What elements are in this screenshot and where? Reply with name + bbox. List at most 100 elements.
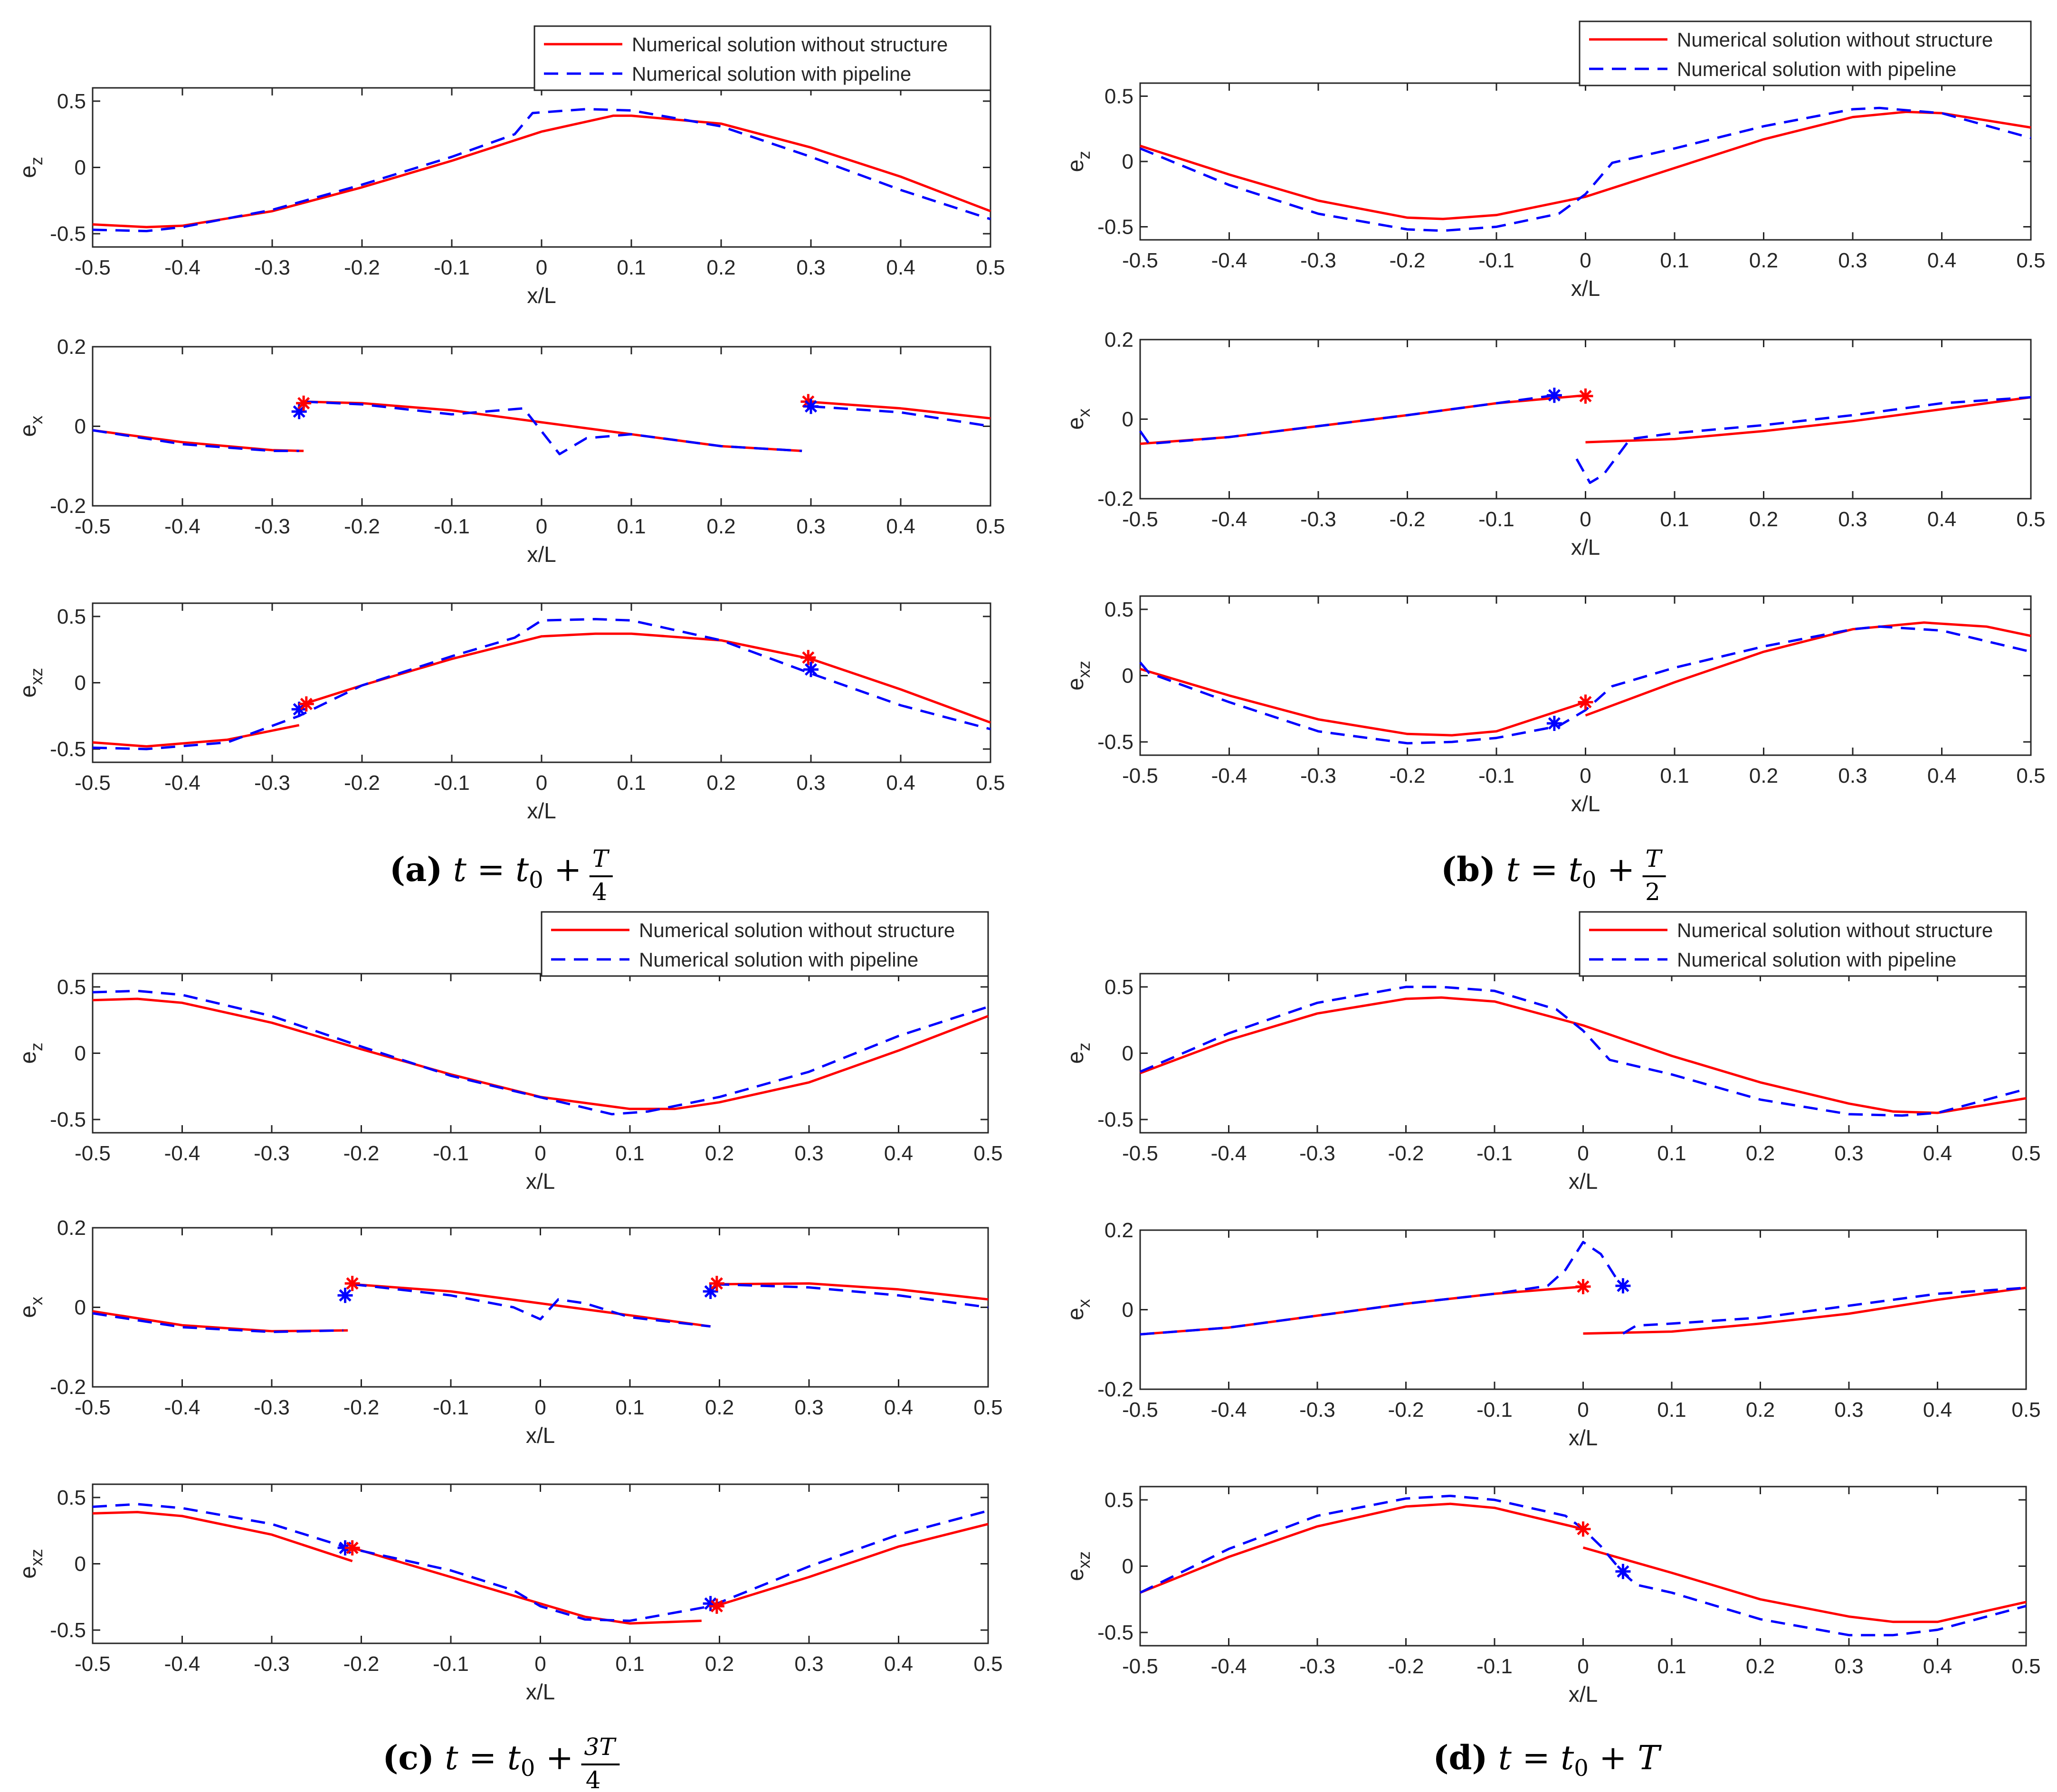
- legend-entry: Numerical solution with pipeline: [1677, 58, 1956, 80]
- legend: Numerical solution without structure Nume…: [1579, 20, 2032, 86]
- y-axis-label: ez: [16, 1043, 46, 1064]
- legend-entry: Numerical solution with pipeline: [1677, 948, 1956, 971]
- x-tick-label: 0.4: [1927, 249, 1956, 272]
- x-tick-label: 0.4: [884, 1142, 913, 1165]
- axes-box: [1139, 973, 2027, 1134]
- series-line-with-pipeline: [92, 108, 991, 232]
- asterisk-marker: [344, 1276, 360, 1291]
- caption-numerator: 3T: [584, 1733, 617, 1761]
- caption-subscript: 0: [1582, 867, 1597, 893]
- x-tick-label: 0.3: [1838, 764, 1867, 787]
- y-axis-label: ez: [16, 157, 46, 178]
- x-tick-label: 0.2: [705, 1142, 734, 1165]
- y-axis-label-main: e: [1063, 417, 1088, 430]
- caption-space: [434, 1738, 445, 1777]
- x-tick-label: 0.2: [1746, 1398, 1775, 1422]
- x-tick-label: 0: [1580, 508, 1591, 531]
- x-tick-label: -0.4: [1211, 249, 1248, 272]
- x-tick-label: -0.4: [1211, 1655, 1247, 1678]
- y-axis-label-main: e: [1063, 678, 1088, 691]
- x-tick-label: -0.5: [1122, 764, 1158, 787]
- y-tick-label: 0: [1122, 1555, 1133, 1578]
- series-line-with-pipeline: [92, 1503, 989, 1622]
- x-tick-label: -0.1: [433, 1652, 469, 1676]
- x-tick-label: -0.1: [433, 1396, 469, 1419]
- y-axis-label-sub: x: [1074, 1299, 1094, 1308]
- x-tick-label: 0: [536, 771, 547, 795]
- series-line-without-structure: [92, 1511, 353, 1563]
- caption-denominator: 2: [1645, 878, 1660, 906]
- series-line-with-pipeline: [92, 618, 991, 750]
- legend-box: [1579, 911, 2027, 977]
- x-tick-label: -0.5: [1122, 249, 1158, 272]
- asterisk-marker: [337, 1288, 353, 1303]
- x-tick-label: -0.3: [254, 256, 290, 279]
- x-tick-label: 0.1: [1657, 1398, 1686, 1422]
- x-tick-label: 0.3: [796, 515, 825, 538]
- x-tick-label: 0.2: [705, 1652, 734, 1676]
- caption-plus: +: [1589, 1738, 1638, 1777]
- legend: Numerical solution without structure Nume…: [533, 25, 991, 91]
- x-tick-label: -0.5: [75, 515, 111, 538]
- y-axis-label-main: e: [16, 1566, 41, 1579]
- y-tick-label: -0.2: [50, 494, 86, 518]
- x-tick-label: -0.5: [1122, 1142, 1158, 1165]
- x-tick-label: 0.1: [1660, 508, 1689, 531]
- series-line-without-structure: [1582, 1546, 2027, 1623]
- x-tick-label: -0.4: [164, 515, 200, 538]
- x-tick-label: 0.2: [1746, 1655, 1775, 1678]
- x-tick-label: 0.5: [2011, 1398, 2040, 1422]
- legend-entry: Numerical solution without structure: [639, 919, 955, 941]
- caption-var: t: [507, 1738, 521, 1777]
- x-tick-label: 0.3: [794, 1142, 823, 1165]
- subplot-d-exz: -0.5 -0.4 -0.3 -0.2 -0.1 0 0.1 0.2 0.3 0.4 0.5 -0.5…: [1063, 1486, 2041, 1707]
- x-tick-label: -0.4: [1211, 508, 1248, 531]
- y-tick-label: -0.5: [50, 738, 86, 761]
- x-tick-label: 0.2: [1749, 508, 1778, 531]
- x-tick-label: -0.4: [164, 1396, 200, 1419]
- y-axis-label-main: e: [16, 1305, 41, 1318]
- x-tick-label: 0: [534, 1396, 546, 1419]
- y-tick-label: 0.5: [1105, 1489, 1133, 1512]
- series-line-with-pipeline: [1575, 396, 2031, 484]
- x-tick-label: -0.3: [254, 515, 290, 538]
- series-line-without-structure: [92, 724, 300, 748]
- x-tick-label: -0.1: [1476, 1142, 1513, 1165]
- x-tick-label: -0.2: [344, 256, 380, 279]
- x-tick-label: 0.1: [1660, 764, 1689, 787]
- x-tick-label: 0: [1577, 1398, 1589, 1422]
- caption-label: (d): [1433, 1738, 1487, 1777]
- y-axis-label: exz: [16, 1549, 46, 1579]
- y-tick-label: 0.5: [57, 1486, 86, 1509]
- y-axis-label: exz: [1063, 1551, 1094, 1581]
- asterisk-marker: [1546, 388, 1562, 403]
- x-tick-label: 0.1: [617, 515, 646, 538]
- series-line-without-structure: [1140, 1502, 1584, 1594]
- subplot-a-exz: -0.5 -0.4 -0.3 -0.2 -0.1 0 0.1 0.2 0.3 0.4 0.5 -0.5…: [16, 602, 1005, 823]
- asterisk-marker: [344, 1540, 360, 1555]
- x-tick-label: 0: [536, 515, 547, 538]
- x-tick-label: -0.5: [75, 1652, 111, 1676]
- caption-var: t: [1569, 850, 1582, 889]
- series-line-without-structure: [714, 1523, 989, 1608]
- caption-equals: =: [1520, 850, 1569, 889]
- series-line-with-pipeline: [715, 1283, 989, 1308]
- x-tick-label: 0: [1580, 764, 1591, 787]
- x-tick-label: -0.3: [1300, 764, 1336, 787]
- series-line-with-pipeline: [1622, 1286, 2027, 1335]
- y-axis-label: ex: [1063, 408, 1094, 430]
- x-tick-label: -0.1: [1478, 508, 1514, 531]
- x-tick-label: -0.5: [75, 256, 111, 279]
- x-tick-label: 0.4: [1927, 508, 1956, 531]
- y-tick-label: -0.2: [1097, 1378, 1133, 1401]
- x-tick-label: 0.5: [973, 1142, 1002, 1165]
- y-axis-label-sub: x: [1074, 408, 1094, 417]
- axes-box: [92, 346, 991, 507]
- series-line-without-structure: [352, 1283, 711, 1328]
- caption-label: (a): [390, 850, 443, 889]
- x-tick-label: 0.3: [794, 1652, 823, 1676]
- legend: Numerical solution without structure Nume…: [1579, 911, 2027, 977]
- caption-equals: =: [458, 1738, 507, 1777]
- x-tick-label: -0.1: [434, 256, 470, 279]
- y-axis-label-sub: xz: [27, 668, 46, 685]
